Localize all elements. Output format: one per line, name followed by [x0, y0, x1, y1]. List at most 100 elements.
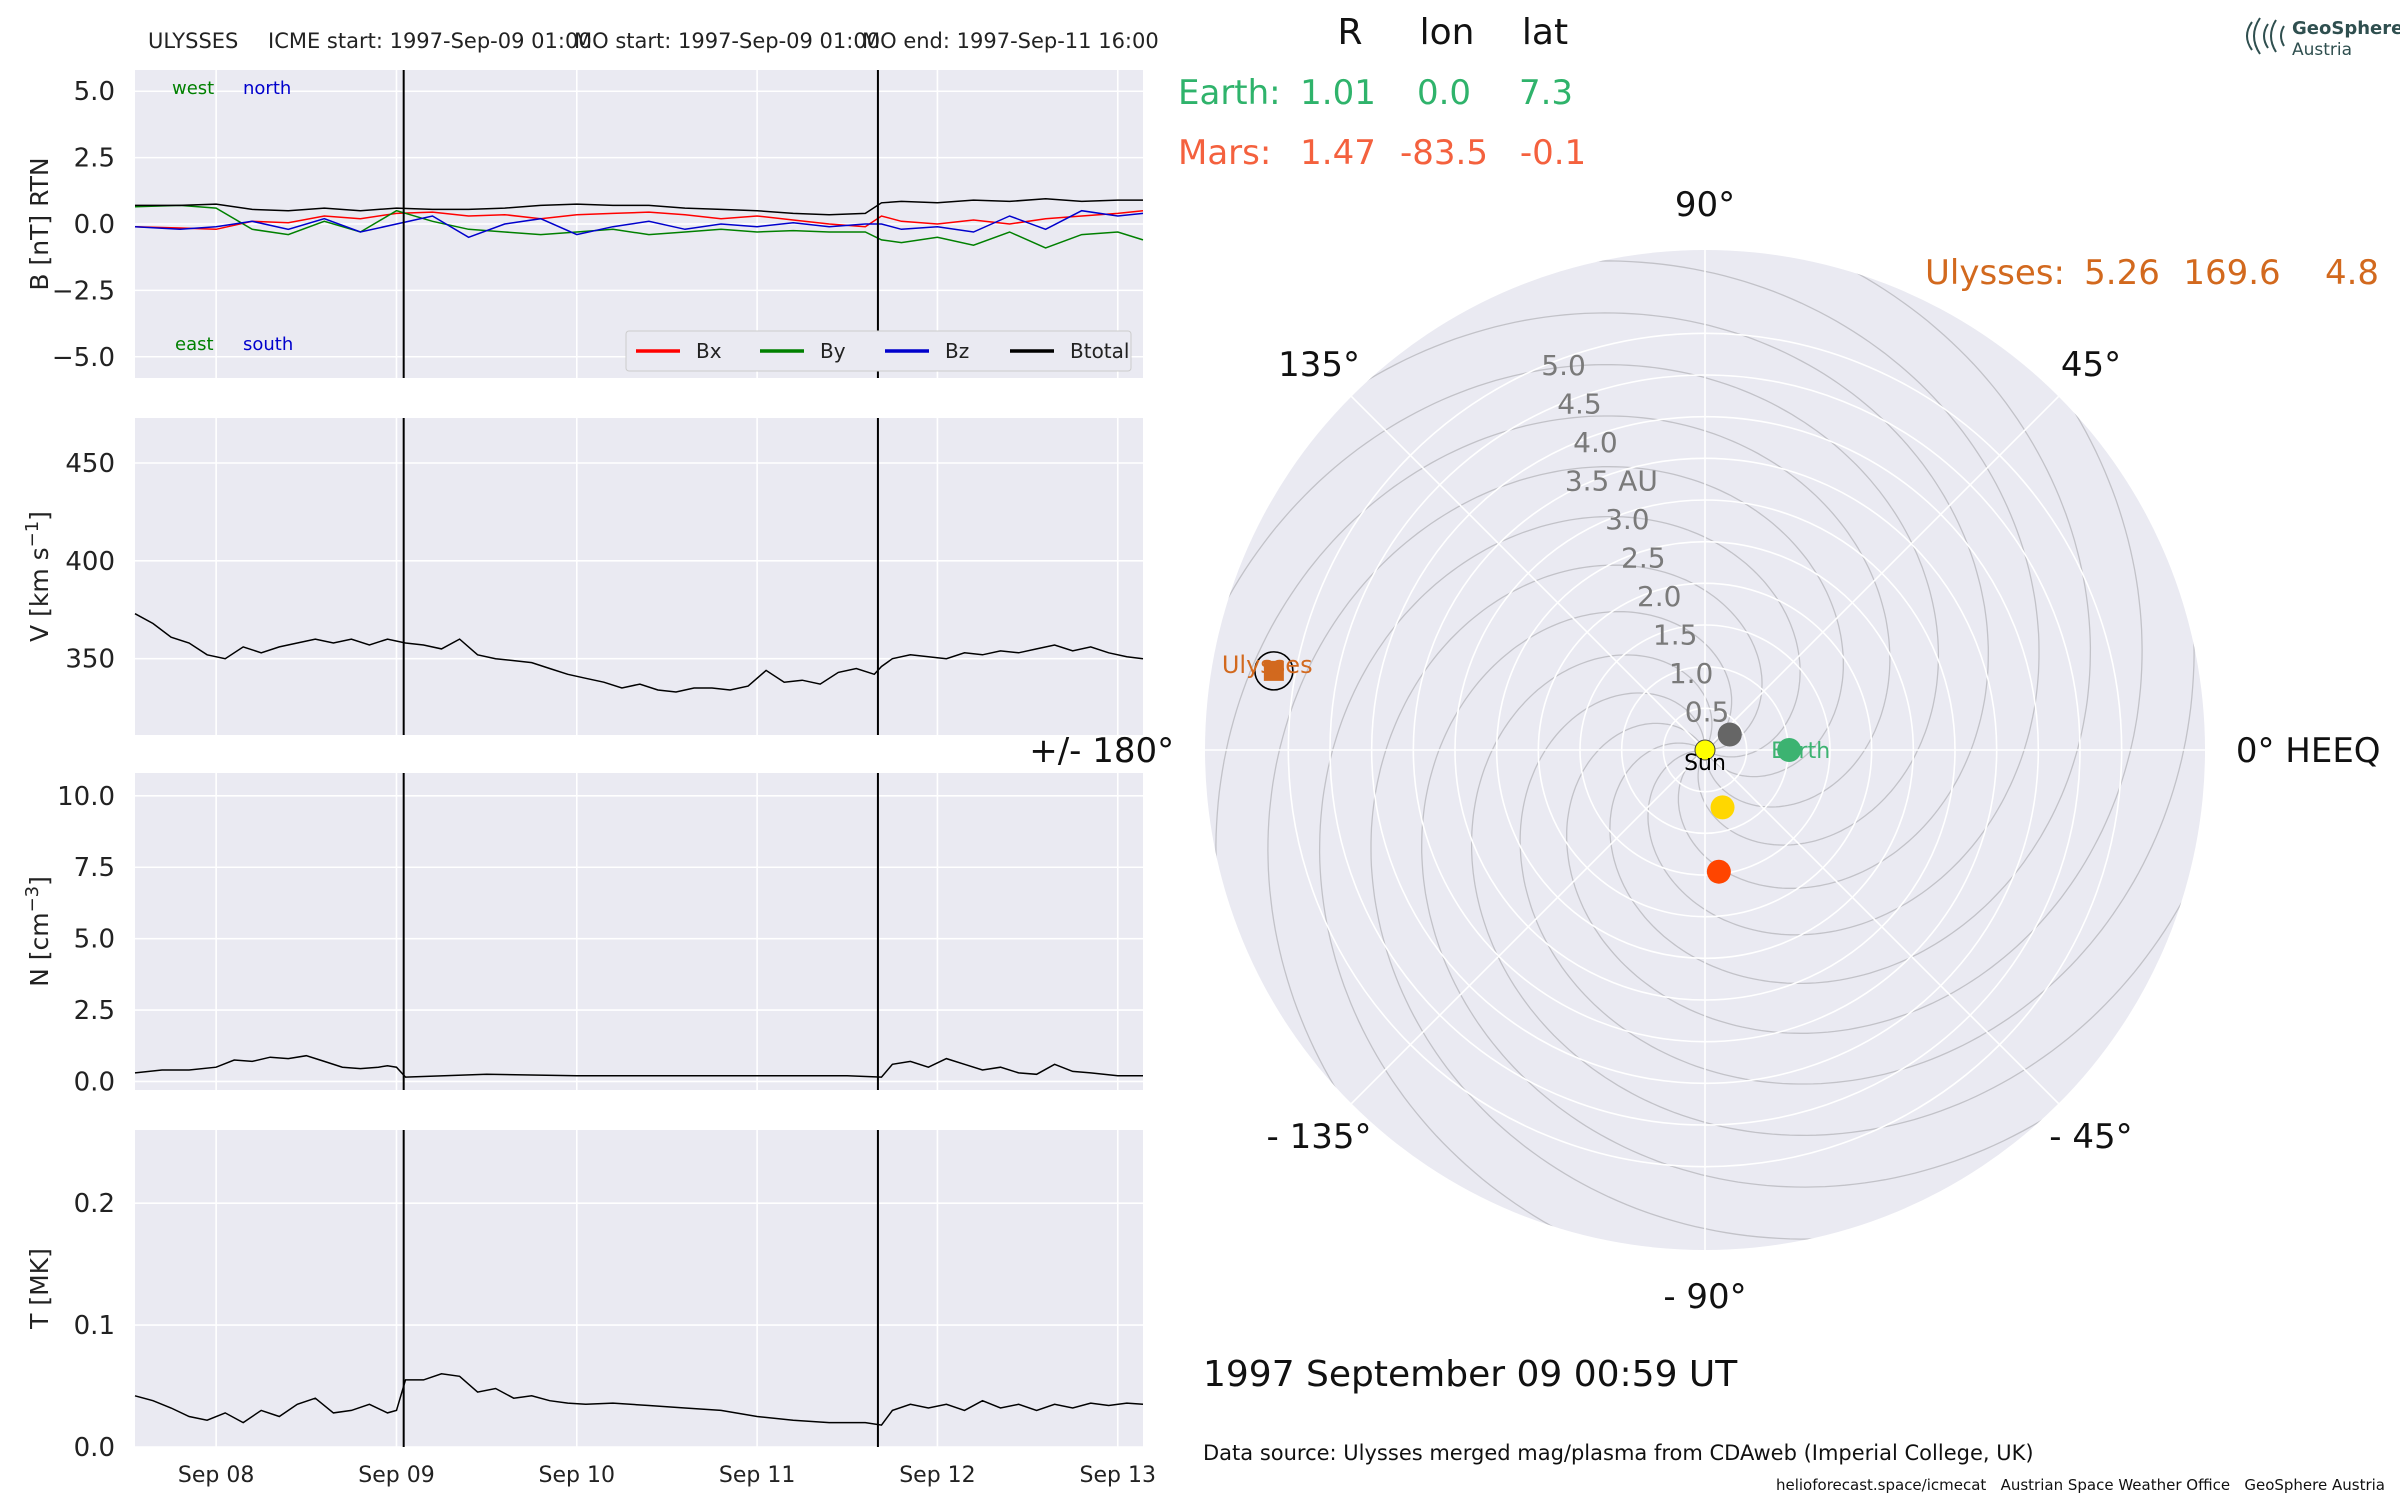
timestamp: 1997 September 09 00:59 UT [1203, 1354, 1738, 1395]
radial-tick-label: 4.5 [1557, 388, 1602, 421]
angle-label: +/- 180° [1029, 731, 1174, 771]
y-tick-label: 2.5 [74, 996, 115, 1026]
legend-label-bx: Bx [696, 339, 722, 363]
polar-orbit-plot: 0.5 1.0 1.5 2.0 2.5 3.0 3.5 AU 4.0 4.5 5.0 0° HEEQ… [1029, 185, 2380, 1317]
geosphere-logo: GeoSphere Austria [2246, 17, 2400, 60]
y-tick-label: 0.0 [74, 1067, 115, 1097]
radial-tick-label: 1.5 [1653, 619, 1698, 652]
mars-row-r: 1.47 [1300, 133, 1376, 173]
y-axis-label: T [MK] [25, 1248, 54, 1330]
time-series-panels: 5.0 2.5 0.0 −2.5 −5.0 B [nT] RTN west north east… [22, 70, 1156, 1488]
angular-gridline [1704, 749, 2060, 1105]
angular-gridline [1350, 749, 1706, 1105]
angle-label: - 135° [1267, 1117, 1372, 1157]
annotation-west: west [172, 78, 214, 99]
y-tick-label: 0.1 [74, 1311, 115, 1341]
panel-background [135, 773, 1143, 1090]
y-tick-label: 400 [65, 547, 115, 577]
mars-row-name: Mars: [1178, 133, 1271, 173]
spiral-line [1267, 466, 1844, 1168]
y-tick-label: 0.2 [74, 1189, 115, 1219]
col-header-r: R [1337, 12, 1362, 53]
header-spacecraft: ULYSSES [148, 29, 238, 53]
ulysses-label: Ulysses [1222, 651, 1313, 679]
y-tick-label: 350 [65, 645, 115, 675]
spiral-line [1470, 654, 2205, 1137]
position-table: R lon lat Earth: 1.01 0.0 7.3 Mars: 1.47… [1178, 12, 2379, 293]
spiral-line [1499, 260, 2040, 936]
y-axis-label: N [cm−3] [22, 876, 55, 987]
spiral-line [1205, 363, 1940, 846]
y-tick-label: 7.5 [74, 853, 115, 883]
earth-row-r: 1.01 [1300, 73, 1376, 113]
radial-tick-label: 3.5 AU [1565, 465, 1658, 498]
mars-marker [1706, 859, 1731, 884]
x-tick-label: Sep 11 [719, 1463, 795, 1488]
angle-label: - 45° [2049, 1117, 2132, 1157]
angle-label: - 90° [1663, 1277, 1746, 1317]
logo-line1: GeoSphere [2292, 18, 2400, 39]
panel-background [135, 418, 1143, 735]
col-header-lat: lat [1522, 12, 1568, 53]
earth-row-lon: 0.0 [1417, 73, 1471, 113]
series-line [134, 1054, 1143, 1078]
col-header-lon: lon [1420, 12, 1475, 53]
sun-marker [1694, 739, 1716, 761]
earth-label: Earth [1771, 739, 1830, 764]
earth-row-lat: 7.3 [1519, 73, 1573, 113]
x-tick-label: Sep 10 [539, 1463, 615, 1488]
legend-label-bz: Bz [945, 339, 969, 363]
ulysses-row-lon: 169.6 [2183, 253, 2280, 293]
radial-tick-label: 3.0 [1605, 503, 1650, 536]
y-axis-label: V [km s−1] [22, 511, 55, 642]
y-tick-label: 5.0 [74, 925, 115, 955]
panel-B: 5.0 2.5 0.0 −2.5 −5.0 B [nT] RTN west north east… [25, 70, 1144, 378]
ulysses-row-r: 5.26 [2084, 253, 2160, 293]
y-tick-label: 2.5 [74, 144, 115, 174]
radial-tick-label: 4.0 [1573, 426, 1618, 459]
radial-tick-label: 2.5 [1621, 542, 1666, 575]
spiral-line [1370, 564, 1911, 1240]
angle-label: 45° [2061, 345, 2121, 385]
panel-N: 10.0 7.5 5.0 2.5 0.0 N [cm−3] [22, 773, 1143, 1097]
spiral-line [1318, 515, 1801, 1250]
angle-label: 90° [1675, 185, 1735, 225]
legend: Bx By Bz Btotal [625, 330, 1132, 372]
series-line-by [134, 204, 1144, 249]
spiral-line [1421, 611, 2123, 1188]
y-tick-label: 0.0 [74, 210, 115, 240]
spiral-line [1566, 332, 2143, 1034]
header-icme-start: ICME start: 1997-Sep-09 01:00 [268, 29, 592, 53]
series-line-btotal [135, 198, 1143, 216]
ulysses-row-name: Ulysses: [1925, 253, 2065, 293]
spiral-line [1519, 544, 2195, 1085]
y-tick-label: 5.0 [74, 77, 115, 107]
x-tick-label: Sep 09 [358, 1463, 434, 1488]
ulysses-row-lat: 4.8 [2325, 253, 2379, 293]
y-tick-label: 450 [65, 449, 115, 479]
angle-label: 135° [1278, 345, 1360, 385]
spiral-line [1287, 312, 1989, 889]
y-tick-label: −2.5 [52, 276, 115, 306]
panel-V: 450 400 350 V [km s−1] [22, 418, 1144, 735]
earth-marker [1777, 738, 1802, 762]
panel-background [135, 1130, 1143, 1447]
x-tick-label: Sep 13 [1080, 1463, 1156, 1488]
legend-box [625, 330, 1132, 372]
series-line [134, 1373, 1144, 1426]
spiral-line [1609, 250, 2092, 985]
earth-row-name: Earth: [1178, 73, 1281, 113]
geosphere-logo-icon [2246, 17, 2285, 55]
legend-label-btotal: Btotal [1070, 339, 1129, 363]
header-mo-start: MO start: 1997-Sep-09 01:00 [574, 29, 880, 53]
radial-tick-label: 5.0 [1541, 349, 1586, 382]
legend-label-by: By [820, 339, 846, 363]
angular-gridline [1704, 395, 2060, 751]
annotation-north: north [243, 78, 291, 99]
series-line [134, 613, 1144, 693]
panel-T: 0.2 0.1 0.0 T [MK] Sep 08 Sep 09 Sep 10 Sep 11 S… [25, 1130, 1156, 1488]
angular-gridline [1350, 395, 1706, 751]
series-line-bz [134, 209, 1144, 239]
ulysses-ring [1254, 651, 1294, 691]
